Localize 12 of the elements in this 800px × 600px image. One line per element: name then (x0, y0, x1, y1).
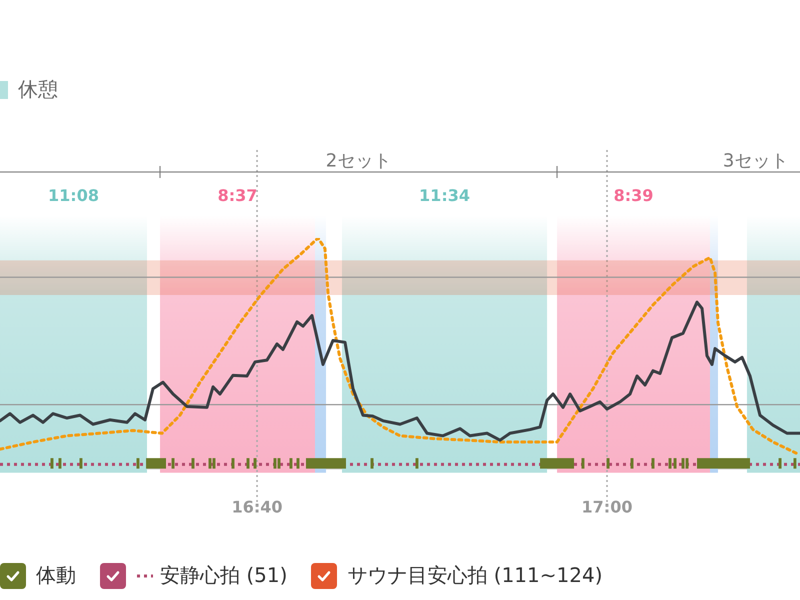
text: 3セット (722, 150, 788, 172)
text: 2セット (326, 150, 392, 172)
band-label: 11:34 (419, 186, 470, 206)
legend-label: 安静心拍 (51) (160, 562, 288, 589)
band-label: 8:39 (614, 186, 654, 206)
x-tick-label: 16:40 (232, 498, 283, 517)
x-tick-label: 17:00 (582, 498, 632, 517)
legend-label: サウナ目安心拍 (111~124) (347, 562, 602, 589)
band-label: 11:08 (48, 186, 99, 206)
text: 休憩 (18, 76, 58, 103)
legend-label: 体動 (36, 562, 76, 589)
band-label: 8:37 (218, 186, 258, 206)
